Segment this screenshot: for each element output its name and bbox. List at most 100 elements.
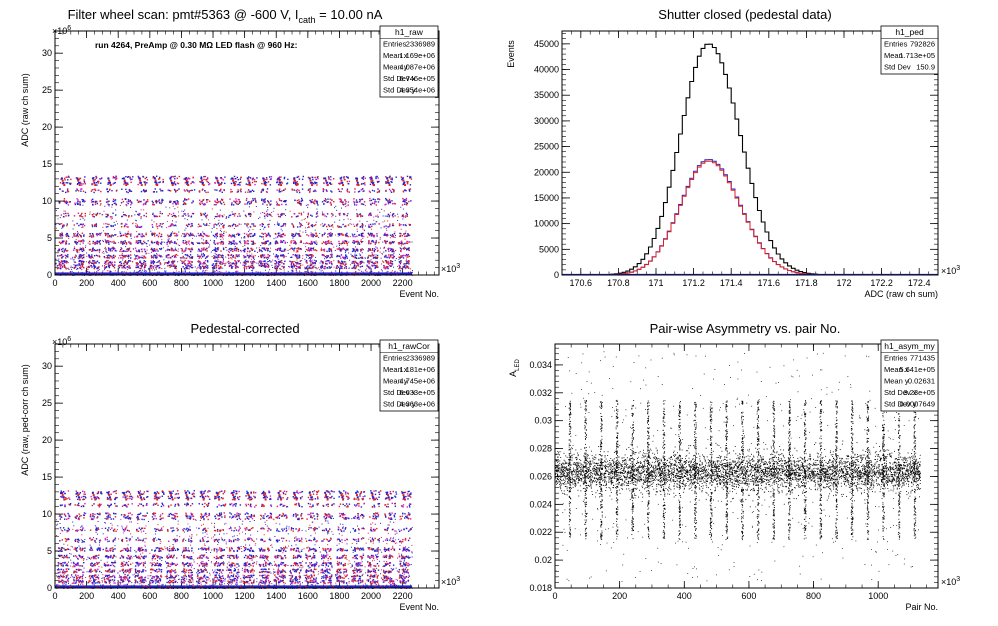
scatter-point [79, 240, 82, 243]
scatter-point [228, 235, 230, 237]
scatter-point [221, 199, 224, 201]
scatter-point [135, 271, 137, 273]
scatter-point [356, 181, 359, 184]
scatter-point [61, 266, 64, 268]
scatter-point [168, 254, 170, 256]
scatter-point [217, 223, 220, 225]
scatter-point [139, 261, 141, 263]
scatter-point [81, 224, 84, 226]
scatter-point [264, 265, 267, 267]
scatter-point [391, 181, 393, 183]
scatter-point [63, 266, 66, 268]
scatter-point [248, 266, 251, 269]
scatter-point [322, 262, 324, 265]
scatter-point [247, 261, 250, 263]
scatter-point [244, 223, 246, 225]
scatter-point [246, 250, 249, 253]
scatter-point [89, 248, 92, 251]
scatter-point [65, 212, 67, 215]
scatter-point [111, 206, 113, 208]
scatter-point [393, 241, 395, 243]
scatter-point [311, 256, 313, 258]
data-points [55, 175, 413, 276]
scatter-point [140, 256, 142, 259]
scatter-point [130, 254, 132, 256]
scatter-point [134, 254, 136, 256]
scatter-point [343, 256, 345, 259]
scatter-point [324, 258, 326, 260]
scatter-point [192, 181, 194, 183]
scatter-point [64, 254, 66, 256]
scatter-point [407, 233, 409, 235]
scatter-point [291, 234, 294, 237]
scatter-point [211, 264, 214, 267]
scatter-point [362, 178, 365, 180]
scatter-point [248, 213, 250, 216]
scatter-point [206, 214, 209, 216]
scatter-point [199, 255, 201, 257]
scatter-point [154, 200, 157, 203]
scatter-point [399, 235, 401, 237]
scatter-point [165, 206, 167, 208]
scatter-point [77, 230, 79, 232]
scatter-point [199, 262, 202, 264]
scatter-point [310, 263, 313, 265]
scatter-point [220, 243, 222, 245]
scatter-point [235, 254, 237, 256]
scatter-point [130, 190, 133, 193]
scatter-point [229, 214, 232, 216]
scatter-point [386, 179, 389, 182]
scatter-point [138, 212, 141, 215]
scatter-point [141, 257, 144, 259]
scatter-point [174, 208, 176, 210]
scatter-point [293, 189, 295, 191]
scatter-point [65, 234, 67, 236]
scatter-point [279, 261, 282, 263]
scatter-point [402, 218, 404, 220]
scatter-point [78, 215, 81, 217]
scatter-point [395, 176, 397, 178]
scatter-point [266, 178, 268, 181]
scatter-point [325, 242, 327, 244]
scatter-point [150, 230, 152, 232]
scatter-point [277, 224, 280, 226]
scatter-point [276, 223, 279, 225]
scatter-point [292, 242, 295, 244]
scatter-point [156, 215, 159, 218]
scatter-point [344, 252, 346, 254]
scatter-point [213, 271, 215, 273]
scatter-point [389, 241, 391, 244]
scatter-point [300, 214, 303, 216]
scatter-point [338, 198, 341, 200]
scatter-point [107, 263, 109, 265]
scatter-point [282, 233, 285, 236]
scatter-point [120, 262, 123, 265]
scatter-point [65, 255, 67, 257]
scatter-point [265, 240, 268, 243]
scatter-point [252, 261, 254, 263]
scatter-point [276, 269, 278, 271]
scatter-point [138, 200, 140, 203]
scatter-point [392, 213, 394, 215]
scatter-point [406, 242, 409, 245]
scatter-point [387, 270, 389, 272]
scatter-point [300, 248, 302, 251]
scatter-point [173, 224, 175, 227]
scatter-point [209, 239, 211, 241]
scatter-point [61, 225, 64, 227]
scatter-point [121, 198, 124, 201]
scatter-point [92, 259, 94, 262]
scatter-point [389, 249, 391, 251]
scatter-point [316, 235, 318, 237]
scatter-point [310, 240, 313, 243]
scatter-point [174, 264, 176, 266]
scatter-point [153, 177, 156, 180]
scatter-point [385, 250, 387, 252]
scatter-point [306, 234, 308, 236]
scatter-point [326, 213, 329, 215]
scatter-point [293, 250, 295, 252]
scatter-point [151, 248, 153, 251]
scatter-point [345, 240, 347, 243]
scatter-point [262, 254, 264, 256]
scatter-point [292, 224, 294, 226]
